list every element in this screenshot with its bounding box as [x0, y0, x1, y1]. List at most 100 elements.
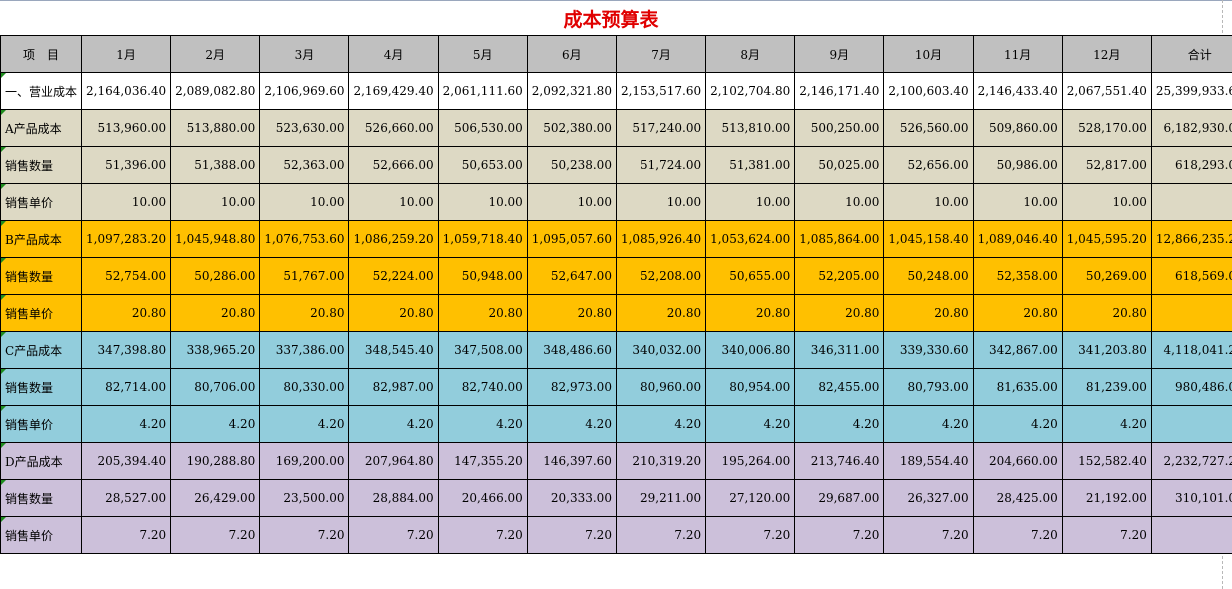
header-cell-month[interactable]: 12月	[1061, 35, 1152, 73]
value-cell[interactable]: 4.20	[348, 405, 439, 443]
value-cell[interactable]: 20,333.00	[526, 479, 617, 517]
header-cell-month[interactable]: 7月	[615, 35, 707, 73]
header-cell-total[interactable]: 合计	[1150, 35, 1232, 73]
value-cell[interactable]: 28,527.00	[81, 479, 172, 517]
value-cell[interactable]: 205,394.40	[81, 442, 172, 480]
header-cell-month[interactable]: 10月	[883, 35, 974, 73]
value-cell[interactable]: 20.80	[259, 294, 350, 332]
value-cell[interactable]: 152,582.40	[1061, 442, 1152, 480]
value-cell[interactable]: 50,948.00	[437, 257, 528, 295]
value-cell[interactable]: 341,203.80	[1061, 331, 1152, 369]
value-cell[interactable]: 7.20	[437, 516, 528, 554]
value-cell[interactable]: 7.20	[81, 516, 172, 554]
value-cell[interactable]: 2,100,603.40	[883, 72, 974, 110]
value-cell[interactable]: 52,363.00	[259, 146, 350, 184]
total-cell[interactable]	[1150, 405, 1232, 443]
row-label-cell[interactable]: A产品成本	[0, 109, 83, 147]
value-cell[interactable]: 1,045,158.40	[883, 220, 974, 258]
value-cell[interactable]: 10.00	[705, 183, 796, 221]
value-cell[interactable]: 147,355.20	[437, 442, 528, 480]
value-cell[interactable]: 51,724.00	[615, 146, 707, 184]
value-cell[interactable]: 1,076,753.60	[259, 220, 350, 258]
value-cell[interactable]: 347,398.80	[81, 331, 172, 369]
value-cell[interactable]: 342,867.00	[972, 331, 1063, 369]
value-cell[interactable]: 523,630.00	[259, 109, 350, 147]
value-cell[interactable]: 190,288.80	[170, 442, 261, 480]
value-cell[interactable]: 4.20	[794, 405, 885, 443]
value-cell[interactable]: 506,530.00	[437, 109, 528, 147]
value-cell[interactable]: 80,706.00	[170, 368, 261, 406]
value-cell[interactable]: 51,388.00	[170, 146, 261, 184]
value-cell[interactable]: 82,714.00	[81, 368, 172, 406]
row-label-cell[interactable]: C产品成本	[0, 331, 83, 369]
value-cell[interactable]: 10.00	[81, 183, 172, 221]
value-cell[interactable]: 51,396.00	[81, 146, 172, 184]
value-cell[interactable]: 348,486.60	[526, 331, 617, 369]
value-cell[interactable]: 339,330.60	[883, 331, 974, 369]
value-cell[interactable]: 189,554.40	[883, 442, 974, 480]
value-cell[interactable]: 1,053,624.00	[705, 220, 796, 258]
value-cell[interactable]: 28,425.00	[972, 479, 1063, 517]
value-cell[interactable]: 1,059,718.40	[437, 220, 528, 258]
value-cell[interactable]: 169,200.00	[259, 442, 350, 480]
value-cell[interactable]: 10.00	[972, 183, 1063, 221]
value-cell[interactable]: 20.80	[615, 294, 707, 332]
value-cell[interactable]: 10.00	[1061, 183, 1152, 221]
value-cell[interactable]: 50,248.00	[883, 257, 974, 295]
header-cell-month[interactable]: 5月	[437, 35, 528, 73]
total-cell[interactable]: 310,101.00	[1150, 479, 1232, 517]
value-cell[interactable]: 7.20	[794, 516, 885, 554]
total-cell[interactable]: 6,182,930.00	[1150, 109, 1232, 147]
value-cell[interactable]: 80,330.00	[259, 368, 350, 406]
value-cell[interactable]: 2,106,969.60	[259, 72, 350, 110]
value-cell[interactable]: 338,965.20	[170, 331, 261, 369]
value-cell[interactable]: 1,085,926.40	[615, 220, 707, 258]
row-label-cell[interactable]: 销售数量	[0, 479, 83, 517]
header-cell-item[interactable]: 项 目	[0, 35, 83, 73]
value-cell[interactable]: 213,746.40	[794, 442, 885, 480]
value-cell[interactable]: 509,860.00	[972, 109, 1063, 147]
value-cell[interactable]: 20.80	[972, 294, 1063, 332]
row-label-cell[interactable]: 销售数量	[0, 257, 83, 295]
value-cell[interactable]: 528,170.00	[1061, 109, 1152, 147]
value-cell[interactable]: 27,120.00	[705, 479, 796, 517]
value-cell[interactable]: 513,880.00	[170, 109, 261, 147]
value-cell[interactable]: 10.00	[615, 183, 707, 221]
value-cell[interactable]: 81,635.00	[972, 368, 1063, 406]
value-cell[interactable]: 513,960.00	[81, 109, 172, 147]
value-cell[interactable]: 4.20	[170, 405, 261, 443]
value-cell[interactable]: 7.20	[526, 516, 617, 554]
row-label-cell[interactable]: B产品成本	[0, 220, 83, 258]
row-label-cell[interactable]: 销售单价	[0, 516, 83, 554]
value-cell[interactable]: 500,250.00	[794, 109, 885, 147]
row-label-cell[interactable]: 销售单价	[0, 294, 83, 332]
header-cell-month[interactable]: 4月	[348, 35, 439, 73]
header-cell-month[interactable]: 9月	[794, 35, 885, 73]
value-cell[interactable]: 20.80	[705, 294, 796, 332]
total-cell[interactable]: 12,866,235.20	[1150, 220, 1232, 258]
value-cell[interactable]: 50,025.00	[794, 146, 885, 184]
value-cell[interactable]: 7.20	[170, 516, 261, 554]
row-label-cell[interactable]: 一、营业成本	[0, 72, 83, 110]
value-cell[interactable]: 2,164,036.40	[81, 72, 172, 110]
value-cell[interactable]: 81,239.00	[1061, 368, 1152, 406]
value-cell[interactable]: 20.80	[170, 294, 261, 332]
value-cell[interactable]: 7.20	[259, 516, 350, 554]
value-cell[interactable]: 80,793.00	[883, 368, 974, 406]
value-cell[interactable]: 10.00	[526, 183, 617, 221]
row-label-cell[interactable]: 销售数量	[0, 368, 83, 406]
value-cell[interactable]: 52,666.00	[348, 146, 439, 184]
header-cell-month[interactable]: 6月	[526, 35, 617, 73]
value-cell[interactable]: 1,086,259.20	[348, 220, 439, 258]
value-cell[interactable]: 50,655.00	[705, 257, 796, 295]
value-cell[interactable]: 20.80	[348, 294, 439, 332]
value-cell[interactable]: 7.20	[1061, 516, 1152, 554]
value-cell[interactable]: 2,169,429.40	[348, 72, 439, 110]
total-cell[interactable]: 25,399,933.60	[1150, 72, 1232, 110]
value-cell[interactable]: 7.20	[348, 516, 439, 554]
value-cell[interactable]: 80,960.00	[615, 368, 707, 406]
value-cell[interactable]: 1,089,046.40	[972, 220, 1063, 258]
value-cell[interactable]: 340,032.00	[615, 331, 707, 369]
value-cell[interactable]: 2,092,321.80	[526, 72, 617, 110]
value-cell[interactable]: 4.20	[972, 405, 1063, 443]
